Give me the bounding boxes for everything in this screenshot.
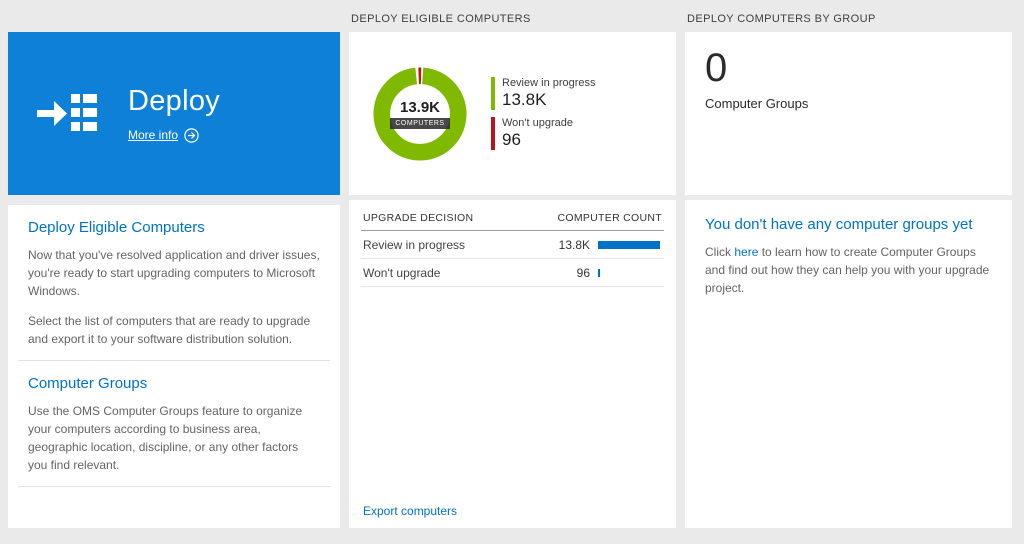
deploy-tile: Deploy More info xyxy=(8,32,340,195)
legend-swatch-green xyxy=(491,77,495,110)
row-label: Review in progress xyxy=(363,237,466,252)
no-groups-title: You don't have any computer groups yet xyxy=(705,216,973,233)
row-bar xyxy=(598,240,660,249)
row-value: 13.8K xyxy=(558,237,590,252)
middle-column: DEPLOY ELIGIBLE COMPUTERS 13.9K COMPUTER… xyxy=(349,6,676,528)
table-row[interactable]: Review in progress 13.8K xyxy=(361,231,664,259)
no-groups-text: Click here to learn how to create Comput… xyxy=(705,243,992,297)
eligible-computers-chart-card: 13.9K COMPUTERS Review in progress 13.8K xyxy=(349,32,676,195)
table-header-count: COMPUTER COUNT xyxy=(557,212,662,224)
legend-swatch-red xyxy=(491,117,495,150)
section-title: Computer Groups xyxy=(28,375,148,392)
legend-item-wont-upgrade: Won't upgrade 96 xyxy=(491,117,596,150)
section-deploy-eligible: Deploy Eligible Computers Now that you'v… xyxy=(28,219,320,348)
deploy-icon xyxy=(8,89,128,139)
section-computer-groups: Computer Groups Use the OMS Computer Gro… xyxy=(28,375,320,474)
middle-column-header: DEPLOY ELIGIBLE COMPUTERS xyxy=(351,13,531,25)
computer-groups-count-card: 0 Computer Groups xyxy=(685,32,1012,195)
table-header-row: UPGRADE DECISION COMPUTER COUNT xyxy=(361,200,664,231)
section-paragraph: Now that you've resolved application and… xyxy=(28,248,320,298)
left-column: Deploy More info Deploy Eligible Compute… xyxy=(8,6,340,528)
table-header-decision: UPGRADE DECISION xyxy=(363,212,474,224)
deploy-tile-text: Deploy More info xyxy=(128,85,220,143)
row-label: Won't upgrade xyxy=(363,265,441,280)
right-column: DEPLOY COMPUTERS BY GROUP 0 Computer Gro… xyxy=(685,6,1012,528)
section-paragraph: Select the list of computers that are re… xyxy=(28,314,311,346)
donut-center: 13.9K COMPUTERS xyxy=(371,65,469,163)
right-column-header: DEPLOY COMPUTERS BY GROUP xyxy=(687,13,876,25)
more-info-link[interactable]: More info xyxy=(128,127,220,143)
section-title: Deploy Eligible Computers xyxy=(28,219,205,236)
export-computers-link[interactable]: Export computers xyxy=(363,504,458,518)
row-bar-container xyxy=(598,240,662,249)
legend-value: 96 xyxy=(502,130,521,149)
upgrade-decision-table: UPGRADE DECISION COMPUTER COUNT Review i… xyxy=(349,200,676,528)
chart-legend: Review in progress 13.8K Won't upgrade 9… xyxy=(491,77,596,150)
here-link[interactable]: here xyxy=(734,245,759,259)
left-column-header-spacer xyxy=(8,6,340,32)
donut-total-value: 13.9K xyxy=(399,98,441,116)
left-info-panel: Deploy Eligible Computers Now that you'v… xyxy=(8,205,340,528)
row-bar xyxy=(598,268,600,277)
row-value: 96 xyxy=(576,265,590,280)
groups-count: 0 xyxy=(705,46,728,90)
section-paragraph: Use the OMS Computer Groups feature to o… xyxy=(28,404,303,472)
tile-title: Deploy xyxy=(128,84,221,117)
legend-item-review: Review in progress 13.8K xyxy=(491,77,596,110)
divider xyxy=(18,360,330,361)
divider xyxy=(18,486,330,487)
groups-count-label: Computer Groups xyxy=(705,96,809,111)
legend-name: Review in progress xyxy=(502,77,596,89)
table-row[interactable]: Won't upgrade 96 xyxy=(361,259,664,287)
no-groups-text-before: Click xyxy=(705,245,735,259)
no-groups-panel: You don't have any computer groups yet C… xyxy=(685,200,1012,528)
legend-value: 13.8K xyxy=(502,90,547,109)
row-bar-container xyxy=(598,268,662,277)
legend-name: Won't upgrade xyxy=(502,117,574,129)
donut-total-label: COMPUTERS xyxy=(390,117,450,129)
arrow-circle-icon xyxy=(184,127,199,143)
no-groups-text-after: to learn how to create Computer Groups a… xyxy=(705,245,990,295)
donut-chart[interactable]: 13.9K COMPUTERS xyxy=(371,65,469,163)
more-info-label: More info xyxy=(128,128,179,142)
